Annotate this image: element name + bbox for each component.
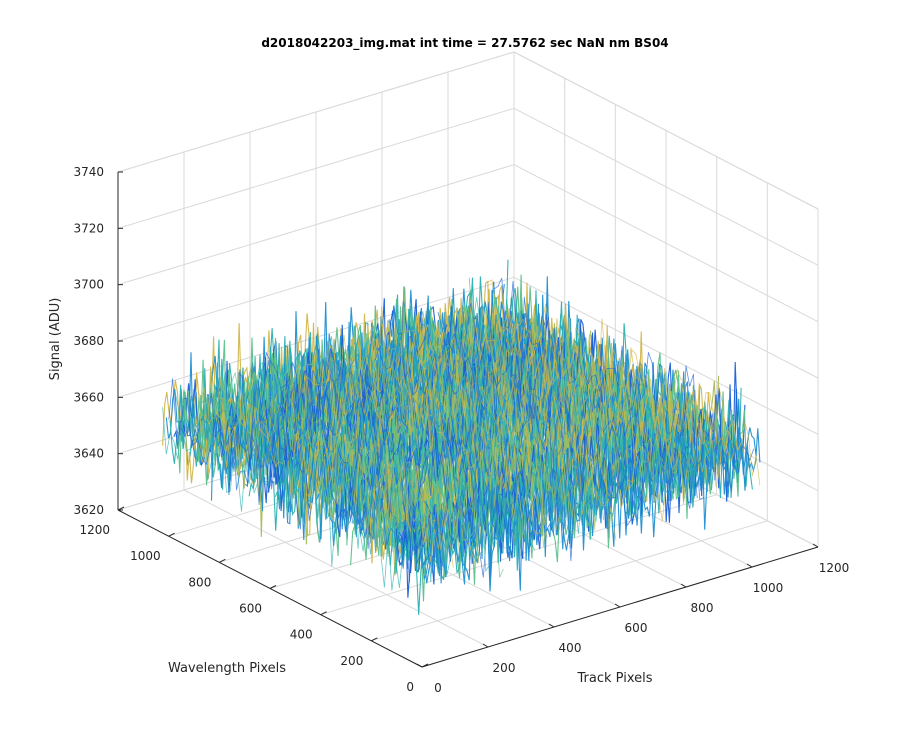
z-axis-label: Signal (ADU) xyxy=(48,298,63,381)
y-tick-label: 200 xyxy=(340,654,363,668)
y-tick-label: 600 xyxy=(239,602,262,616)
x-tick-label: 1000 xyxy=(753,581,784,595)
x-tick-label: 1200 xyxy=(819,561,850,575)
x-tick xyxy=(680,583,687,588)
back-wall-grid-line xyxy=(117,220,515,342)
surface-trace xyxy=(468,277,729,467)
z-tick-label: 3720 xyxy=(73,221,104,235)
x-tick xyxy=(746,563,753,568)
side-wall-grid-line xyxy=(513,220,819,379)
x-tick xyxy=(416,663,423,668)
chart-title: d2018042203_img.mat int time = 27.5762 s… xyxy=(261,36,668,51)
x-tick xyxy=(614,603,621,608)
x-tick-label: 600 xyxy=(625,621,648,635)
x-tick xyxy=(812,543,819,548)
tick-marks xyxy=(117,171,819,668)
z-tick-label: 3640 xyxy=(73,447,104,461)
x-axis-label: Track Pixels xyxy=(577,671,653,686)
y-tick xyxy=(219,558,226,563)
x-tick-label: 0 xyxy=(434,681,442,695)
floor-grid-line xyxy=(371,520,768,642)
surface-trace xyxy=(187,393,448,574)
y-tick xyxy=(320,611,327,616)
surface-plot xyxy=(162,259,761,615)
surface-trace xyxy=(231,369,492,557)
back-wall-grid-line xyxy=(117,107,515,229)
y-tick-label: 1200 xyxy=(79,523,110,537)
z-tick-label: 3660 xyxy=(73,390,104,404)
x-tick-label: 800 xyxy=(691,601,714,615)
surface-trace xyxy=(493,277,755,492)
surface-trace xyxy=(421,398,761,592)
x-tick xyxy=(482,643,489,648)
y-axis-label: Wavelength Pixels xyxy=(168,661,286,676)
surface-trace xyxy=(487,279,748,472)
surface-trace xyxy=(268,360,529,539)
surface-trace xyxy=(293,354,554,534)
box-outline xyxy=(513,51,819,210)
surface-trace xyxy=(500,304,761,486)
z-tick-label: 3700 xyxy=(73,278,104,292)
x-tick xyxy=(548,623,555,628)
y-tick xyxy=(269,585,277,589)
z-tick-label: 3620 xyxy=(73,503,104,517)
side-wall-grid-line xyxy=(513,107,819,266)
z-tick-label: 3740 xyxy=(73,165,104,179)
box-outline xyxy=(117,51,515,173)
side-wall-grid-line xyxy=(513,164,819,323)
y-tick xyxy=(168,532,175,537)
y-tick-label: 800 xyxy=(188,575,211,589)
tick-labels: 0 200 400 600 800 1000 1200 0 200 400 600 800 1000 12… xyxy=(73,165,849,695)
x-tick-label: 400 xyxy=(559,641,582,655)
surface-trace xyxy=(243,357,504,578)
y-tick-label: 0 xyxy=(406,680,414,694)
side-wall-grid-line xyxy=(513,276,819,435)
surface-trace xyxy=(425,309,686,500)
y-tick-label: 1000 xyxy=(130,549,161,563)
y-tick xyxy=(421,663,429,668)
x-tick-label: 200 xyxy=(493,661,516,675)
y-tick xyxy=(371,637,378,642)
z-tick-label: 3680 xyxy=(73,334,104,348)
surface-trace xyxy=(168,378,429,583)
y-tick-label: 400 xyxy=(290,628,313,642)
back-wall-grid-line xyxy=(117,164,515,286)
